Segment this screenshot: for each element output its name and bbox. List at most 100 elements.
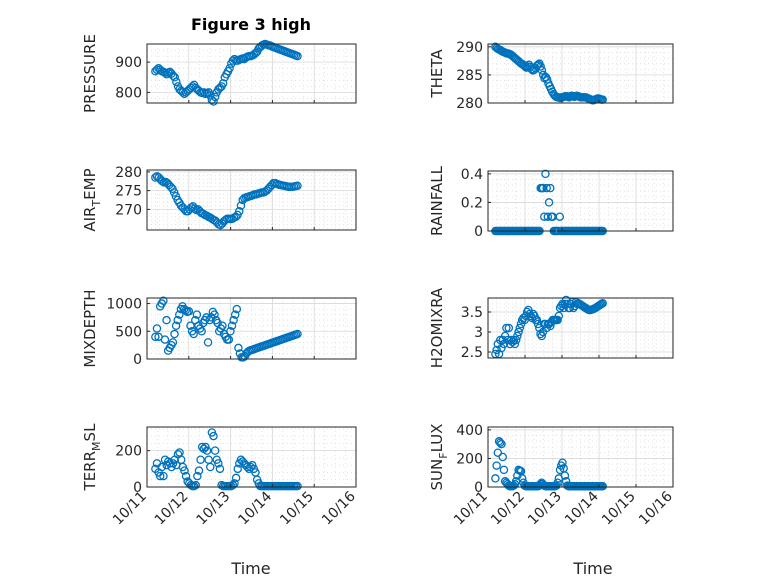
subplot-grid: 800 900 PRESSURE 280 285 290 THETA 270 275 280 AIR… <box>81 34 676 528</box>
data-point <box>186 321 195 330</box>
data-point <box>233 464 242 474</box>
data-point <box>197 327 206 336</box>
data-point <box>152 324 162 333</box>
data-point <box>545 183 555 193</box>
data-point <box>553 478 562 487</box>
data-point <box>175 448 184 457</box>
data-point <box>497 439 506 449</box>
axes-frame <box>146 43 357 104</box>
y-tick-label: 3.5 <box>461 305 483 321</box>
data-point <box>224 335 234 344</box>
data-point <box>227 321 237 330</box>
y-tick-label: 290 <box>456 40 483 56</box>
x-axis-label-right: Time <box>572 559 612 578</box>
data-point <box>231 473 241 483</box>
data-point <box>210 446 220 455</box>
data-point <box>555 465 565 475</box>
data-point <box>229 315 238 325</box>
data-point <box>214 459 223 468</box>
data-point <box>159 296 168 306</box>
data-point <box>498 452 507 462</box>
data-point <box>555 212 565 221</box>
data-point <box>293 329 302 339</box>
y-tick-label: 400 <box>456 423 483 439</box>
data-point <box>560 471 570 480</box>
data-point <box>532 61 542 71</box>
y-tick-label: 0 <box>133 480 142 496</box>
y-tick-label: 3 <box>474 325 483 341</box>
data-point <box>192 310 202 319</box>
data-point <box>210 92 220 102</box>
data-point <box>544 198 554 207</box>
y-tick-label: 200 <box>456 451 483 467</box>
y-axis-label: PRESSURE <box>81 34 99 113</box>
data-point <box>203 338 213 347</box>
x-tick-label: 10/11 <box>451 489 491 529</box>
axes-frame <box>487 426 674 488</box>
data-point <box>191 480 200 490</box>
subplot-h2omixra: 2.5 3 3.5 H2OMIXRA <box>428 287 674 368</box>
data-point <box>170 329 179 339</box>
data-point <box>209 431 218 441</box>
data-point <box>209 97 218 106</box>
y-axis-label: TERRMSL <box>81 423 103 492</box>
data-point <box>202 446 212 455</box>
axes-frame <box>146 426 357 488</box>
data-point <box>196 455 205 464</box>
data-point <box>210 310 219 319</box>
data-point <box>491 474 500 483</box>
data-point <box>293 181 302 190</box>
data-point <box>493 448 503 457</box>
y-tick-label: 0 <box>474 480 483 496</box>
data-point <box>175 310 184 319</box>
y-tick-label: 2.5 <box>461 345 483 361</box>
y-axis-label: AIRTEMP <box>81 168 103 231</box>
y-tick-label: 0 <box>133 352 142 368</box>
data-point <box>232 304 242 314</box>
x-tick-label: 10/14 <box>562 488 602 528</box>
data-point <box>554 311 564 321</box>
y-axis-label: THETA <box>428 49 446 99</box>
data-point <box>234 343 243 353</box>
data-point <box>171 321 181 330</box>
data-point <box>293 481 302 491</box>
data-point <box>151 332 160 342</box>
x-tick-label: 10/16 <box>636 488 676 528</box>
data-point <box>194 466 204 475</box>
data-point <box>206 462 215 472</box>
data-point <box>558 458 567 467</box>
data-point <box>228 480 238 490</box>
data-point <box>537 331 546 341</box>
axes-frame <box>487 43 674 104</box>
data-point <box>225 63 234 73</box>
data-point <box>542 183 551 193</box>
subplot-theta: 280 285 290 THETA <box>428 40 674 112</box>
data-point <box>162 315 171 325</box>
y-tick-label: 200 <box>115 444 142 460</box>
x-axis-label-left: Time <box>230 559 270 578</box>
data-point <box>517 474 527 483</box>
data-point <box>236 201 246 210</box>
y-tick-label: 800 <box>115 85 142 101</box>
y-tick-label: 1000 <box>106 297 142 313</box>
y-tick-label: 280 <box>115 165 142 181</box>
subplot-terr_msl: 0 200 10/11 10/12 10/13 10/14 10/15 10/16 TERRMS… <box>81 423 359 528</box>
y-tick-label: 0.4 <box>461 167 483 183</box>
data-point <box>173 315 182 325</box>
y-tick-label: 900 <box>115 55 142 71</box>
subplot-air_temp: 270 275 280 AIRTEMP <box>81 165 357 232</box>
subplot-mixdepth: 0 500 1000 MIXDEPTH <box>81 289 357 368</box>
data-point <box>235 206 244 216</box>
y-axis-label: MIXDEPTH <box>81 289 99 367</box>
data-point <box>215 464 225 474</box>
data-point <box>509 481 518 490</box>
data-point <box>155 471 165 481</box>
data-point <box>504 323 514 333</box>
data-point <box>511 335 521 345</box>
data-point <box>226 327 235 336</box>
subplot-rainfall: 0 0.2 0.4 RAINFALL <box>428 165 674 240</box>
data-point <box>536 62 545 71</box>
axes-frame <box>487 170 674 232</box>
